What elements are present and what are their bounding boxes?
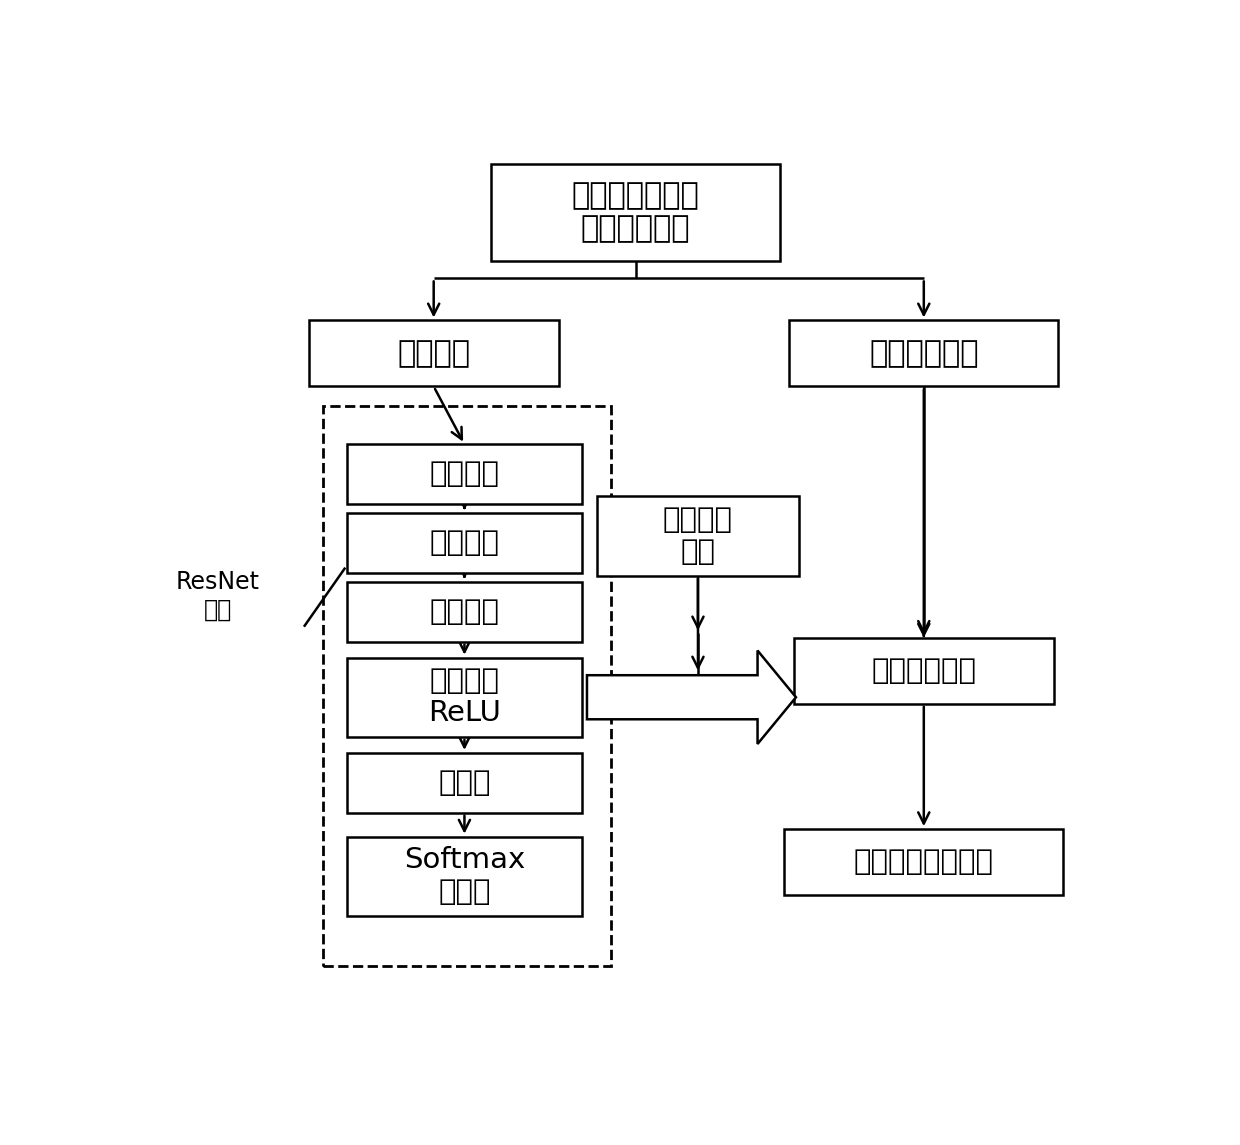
- Text: ResNet
网路: ResNet 网路: [176, 570, 259, 622]
- Bar: [347, 444, 582, 504]
- Text: 池化处理: 池化处理: [429, 529, 500, 556]
- Bar: [596, 496, 799, 576]
- Bar: [347, 513, 582, 572]
- Text: 全连接: 全连接: [438, 768, 491, 797]
- Bar: [794, 638, 1054, 704]
- Text: 残差模块: 残差模块: [429, 598, 500, 625]
- Text: Softmax
分类器: Softmax 分类器: [404, 846, 525, 907]
- Bar: [785, 829, 1063, 895]
- Text: 训练好的模型: 训练好的模型: [872, 657, 976, 685]
- Bar: [324, 406, 611, 966]
- Text: 处理后的无线胶
囊内窥镜图像: 处理后的无线胶 囊内窥镜图像: [572, 181, 699, 244]
- Text: 激活函数
ReLU: 激活函数 ReLU: [428, 668, 501, 727]
- Text: 训练数据: 训练数据: [397, 339, 470, 368]
- Bar: [347, 752, 582, 813]
- Text: 区域识别结果序列: 区域识别结果序列: [854, 848, 993, 876]
- Bar: [347, 582, 582, 641]
- Bar: [789, 321, 1059, 387]
- Text: 迁移学习
策略: 迁移学习 策略: [663, 506, 733, 566]
- Bar: [309, 321, 558, 387]
- Bar: [491, 164, 780, 261]
- Bar: [347, 657, 582, 737]
- Text: 独立测试数据: 独立测试数据: [869, 339, 978, 368]
- Bar: [347, 837, 582, 916]
- Text: 卷积处理: 卷积处理: [429, 460, 500, 488]
- Polygon shape: [587, 650, 796, 744]
